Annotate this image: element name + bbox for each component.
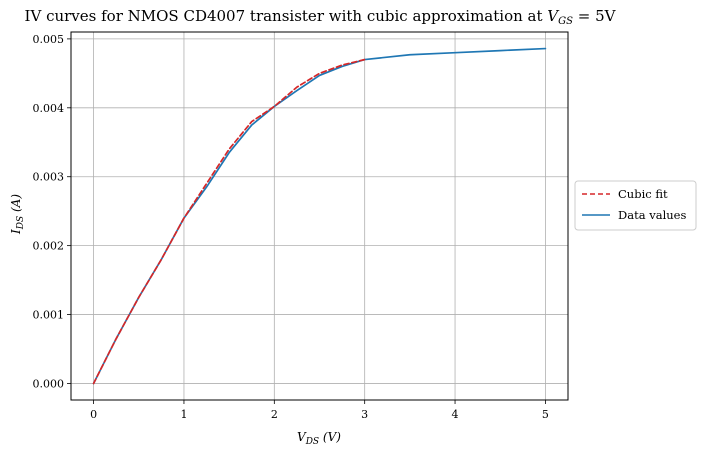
legend-label-cubic-fit: Cubic fit xyxy=(618,187,668,201)
x-axis-label-var: V xyxy=(297,430,307,444)
x-tick-label: 4 xyxy=(452,408,459,421)
x-tick-label: 1 xyxy=(180,408,187,421)
grid xyxy=(71,32,568,400)
chart-title-prefix: IV curves for NMOS CD4007 transister wit… xyxy=(25,7,548,25)
series-line-data-values xyxy=(92,47,547,385)
x-tick-label: 5 xyxy=(542,408,549,421)
series-line-cubic-fit xyxy=(92,58,366,385)
y-tick-label: 0.003 xyxy=(33,171,65,184)
y-axis-label-rest: (A) xyxy=(9,194,23,216)
ticks: 0 1 2 3 4 5 0.000 0.001 0.002 0.003 0.004 0.005 xyxy=(33,33,549,421)
chart-title: IV curves for NMOS CD4007 transister wit… xyxy=(25,7,617,27)
chart-title-suffix: = 5V xyxy=(573,7,617,25)
legend-box xyxy=(574,180,697,231)
plot-frame xyxy=(70,31,569,401)
y-tick-label: 0.000 xyxy=(33,377,65,390)
chart-title-sub: GS xyxy=(558,16,573,27)
y-axis-label-var: I xyxy=(9,229,23,235)
y-axis-label-sub: DS xyxy=(16,216,26,230)
x-axis-label-rest: (V) xyxy=(319,430,341,444)
x-tick-label: 3 xyxy=(361,408,368,421)
chart-title-var: V xyxy=(547,7,560,25)
y-tick-label: 0.005 xyxy=(33,33,65,46)
y-tick-label: 0.001 xyxy=(33,309,65,322)
x-axis-label-sub: DS xyxy=(305,437,319,447)
legend-label-data-values: Data values xyxy=(618,208,686,222)
x-axis-label: VDS (V) xyxy=(297,430,341,447)
x-tick-label: 0 xyxy=(90,408,97,421)
y-tick-label: 0.004 xyxy=(33,102,65,115)
y-axis-label: IDS (A) xyxy=(9,194,26,235)
y-tick-label: 0.002 xyxy=(33,240,65,253)
legend: Cubic fit Data values xyxy=(574,180,697,231)
x-tick-label: 2 xyxy=(271,408,278,421)
series-layer xyxy=(92,47,547,385)
